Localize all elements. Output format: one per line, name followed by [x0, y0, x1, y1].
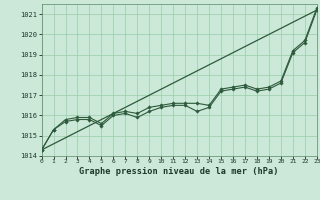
X-axis label: Graphe pression niveau de la mer (hPa): Graphe pression niveau de la mer (hPa)	[79, 167, 279, 176]
